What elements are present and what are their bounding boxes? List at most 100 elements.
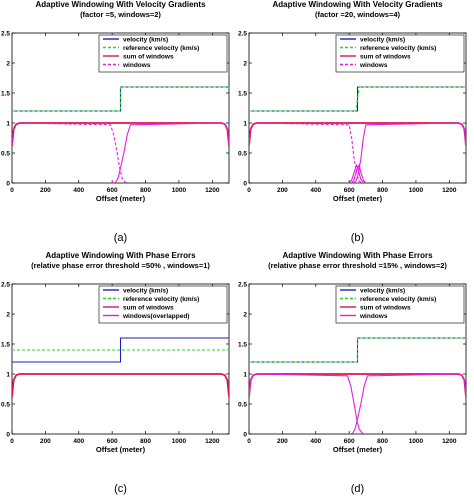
- x-tick-label: 1200: [205, 187, 220, 194]
- legend-label: reference velocity (km/s): [360, 45, 436, 52]
- y-tick-label: 1: [6, 372, 10, 379]
- y-tick-label: 2.5: [1, 31, 10, 38]
- legend-label: reference velocity (km/s): [360, 296, 436, 303]
- x-tick-label: 1000: [409, 187, 424, 194]
- legend-label: velocity (km/s): [360, 37, 405, 44]
- chart-title: Adaptive Windowing With Phase Errors: [45, 251, 196, 260]
- series-line-3: [249, 122, 363, 183]
- x-tick-label: 600: [107, 438, 118, 445]
- x-tick-label: 200: [277, 438, 288, 445]
- y-tick-label: 2.5: [238, 282, 247, 289]
- x-tick-label: 200: [277, 187, 288, 194]
- x-axis-label: Offset (meter): [96, 194, 146, 203]
- chart-subtitle: (factor =20, windows=4): [315, 10, 401, 19]
- y-tick-label: 0: [243, 181, 247, 188]
- y-tick-label: 2.5: [1, 282, 10, 289]
- series-line-1: [249, 337, 466, 363]
- legend-box: [98, 34, 228, 73]
- x-axis-label: Offset (meter): [96, 445, 146, 454]
- x-tick-label: 800: [140, 187, 151, 194]
- y-tick-label: 0: [6, 432, 10, 439]
- panel-caption: (d): [351, 483, 364, 495]
- legend-label: sum of windows: [123, 54, 174, 61]
- panel-caption: (c): [114, 483, 127, 495]
- y-tick-label: 0: [243, 432, 247, 439]
- x-tick-label: 200: [40, 438, 51, 445]
- y-tick-label: 0.5: [1, 402, 10, 409]
- x-tick-label: 0: [247, 187, 251, 194]
- chart-panel-1: Adaptive Windowing With Velocity Gradien…: [238, 0, 467, 244]
- x-tick-label: 1000: [409, 438, 424, 445]
- x-tick-label: 400: [73, 187, 84, 194]
- x-tick-label: 1000: [172, 187, 187, 194]
- x-tick-label: 0: [10, 438, 14, 445]
- legend-box: [98, 285, 228, 324]
- y-tick-label: 2: [6, 312, 10, 319]
- chart-title: Adaptive Windowing With Velocity Gradien…: [35, 0, 206, 9]
- legend-label: sum of windows: [360, 54, 411, 61]
- y-tick-label: 1: [243, 372, 247, 379]
- panel-caption: (b): [351, 232, 364, 244]
- x-tick-label: 800: [377, 187, 388, 194]
- x-tick-label: 800: [377, 438, 388, 445]
- legend-label: windows: [359, 313, 388, 320]
- x-tick-label: 400: [73, 438, 84, 445]
- x-tick-label: 600: [107, 187, 118, 194]
- series-line-4: [349, 373, 466, 434]
- series-line-3: [12, 122, 129, 183]
- series-line-4: [348, 163, 365, 183]
- legend-label: reference velocity (km/s): [123, 296, 199, 303]
- y-tick-label: 1.5: [1, 342, 10, 349]
- legend-label: sum of windows: [360, 305, 411, 312]
- y-tick-label: 0.5: [1, 151, 10, 158]
- x-tick-label: 800: [140, 438, 151, 445]
- y-tick-label: 2.5: [238, 31, 247, 38]
- y-tick-label: 1: [243, 121, 247, 128]
- y-tick-label: 0: [6, 181, 10, 188]
- x-tick-label: 0: [10, 187, 14, 194]
- y-tick-label: 0.5: [238, 402, 247, 409]
- series-line-1: [249, 86, 466, 112]
- series-line-3: [249, 373, 366, 434]
- x-tick-label: 1200: [442, 187, 457, 194]
- legend-box: [335, 34, 465, 73]
- series-line-6: [352, 122, 466, 183]
- series-line-2: [12, 373, 229, 397]
- x-tick-label: 600: [344, 438, 355, 445]
- chart-subtitle: (factor =5, windows=2): [80, 10, 161, 19]
- legend-label: windows: [122, 62, 151, 69]
- y-tick-label: 1: [6, 121, 10, 128]
- x-axis-label: Offset (meter): [333, 194, 383, 203]
- chart-title: Adaptive Windowing With Phase Errors: [282, 251, 433, 260]
- chart-title: Adaptive Windowing With Velocity Gradien…: [272, 0, 443, 9]
- legend-box: [335, 285, 465, 324]
- series-line-5: [351, 163, 367, 183]
- series-line-0: [12, 337, 229, 363]
- x-tick-label: 1000: [172, 438, 187, 445]
- y-tick-label: 0.5: [238, 151, 247, 158]
- y-tick-label: 2: [6, 61, 10, 68]
- legend-label: reference velocity (km/s): [123, 45, 199, 52]
- x-tick-label: 400: [310, 438, 321, 445]
- series-line-4: [112, 122, 229, 183]
- x-axis-label: Offset (meter): [333, 445, 383, 454]
- y-tick-label: 1.5: [1, 91, 10, 98]
- legend-label: windows(overlapped): [122, 313, 189, 320]
- chart-panel-2: Adaptive Windowing With Phase Errors(rel…: [1, 251, 230, 495]
- series-line-1: [12, 86, 229, 112]
- x-tick-label: 1200: [205, 438, 220, 445]
- legend-label: velocity (km/s): [360, 288, 405, 295]
- panel-caption: (a): [114, 232, 127, 244]
- legend-label: windows: [359, 62, 388, 69]
- legend-label: velocity (km/s): [123, 37, 168, 44]
- legend-label: velocity (km/s): [123, 288, 168, 295]
- x-tick-label: 0: [247, 438, 251, 445]
- x-tick-label: 600: [344, 187, 355, 194]
- x-tick-label: 400: [310, 187, 321, 194]
- chart-panel-0: Adaptive Windowing With Velocity Gradien…: [1, 0, 230, 244]
- chart-subtitle: (relative phase error threshold =50% , w…: [31, 261, 210, 270]
- y-tick-label: 1.5: [238, 91, 247, 98]
- series-line-0: [249, 86, 466, 112]
- x-tick-label: 200: [40, 187, 51, 194]
- chart-subtitle: (relative phase error threshold =15% , w…: [268, 261, 447, 270]
